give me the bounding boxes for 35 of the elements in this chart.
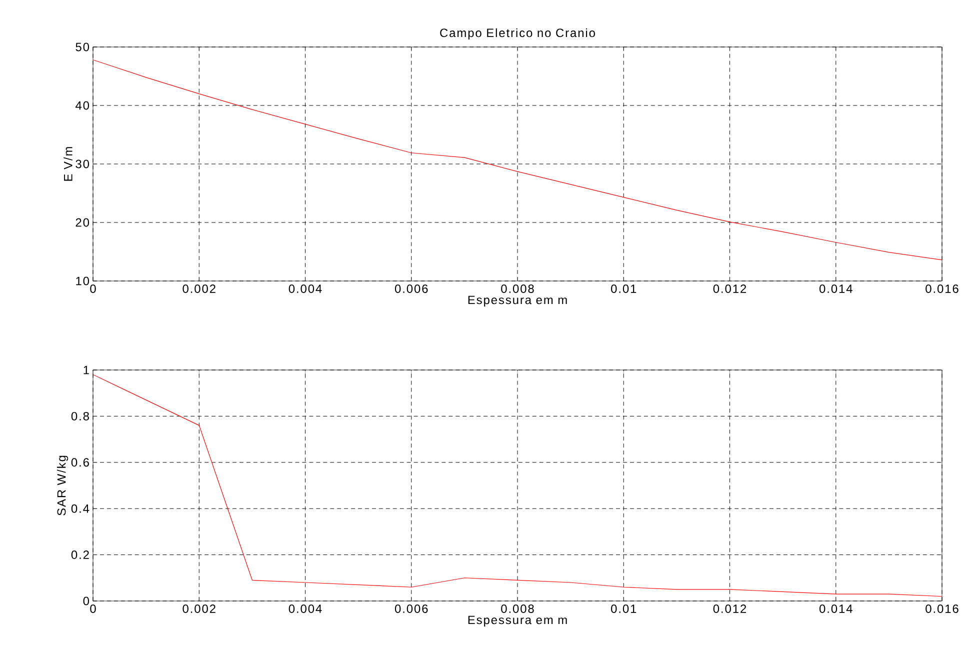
y-tick-label: 0.4	[71, 504, 90, 513]
x-axis-title: Espessura em m	[468, 616, 567, 627]
y-tick-label: 0.2	[71, 550, 89, 560]
y-axis-title: E V/m	[64, 147, 72, 181]
y-tick-label: 50	[76, 42, 90, 52]
y-tick-label: 20	[76, 218, 90, 227]
x-tick-label: 0.012	[713, 604, 746, 613]
x-tick-label: 0.004	[288, 284, 322, 293]
line-series	[93, 60, 942, 260]
x-tick-label: 0.002	[182, 604, 216, 613]
x-tick-label: 0.008	[501, 284, 534, 293]
y-tick-label: 30	[76, 160, 90, 168]
y-tick-label: 10	[76, 276, 90, 286]
chart-title: Campo Eletrico no Cranio	[440, 28, 595, 40]
x-tick-label: 0.012	[713, 284, 746, 293]
y-tick-label: 1	[84, 366, 89, 374]
y-tick-label: 40	[76, 101, 90, 110]
x-tick-label: 0.016	[926, 284, 958, 293]
x-axis-title: Espessura em m	[468, 296, 567, 307]
x-tick-label: 0.006	[394, 604, 428, 613]
x-tick-label: 0.014	[819, 604, 852, 613]
x-tick-label: 0.01	[611, 604, 636, 613]
y-axis-title: SAR W/kg	[56, 456, 68, 516]
y-tick-label: 0	[83, 596, 90, 606]
x-tick-label: 0	[90, 284, 96, 293]
x-tick-label: 0.002	[182, 284, 216, 293]
x-tick-label: 0.008	[501, 604, 534, 613]
x-tick-label: 0.016	[926, 604, 958, 613]
x-tick-label: 0	[90, 604, 96, 613]
y-tick-label: 0.6	[71, 458, 89, 467]
x-tick-label: 0.006	[394, 284, 428, 293]
x-tick-label: 0.01	[611, 284, 636, 293]
y-tick-label: 0.8	[71, 412, 89, 420]
x-tick-label: 0.014	[819, 284, 852, 293]
x-tick-label: 0.004	[288, 604, 322, 613]
